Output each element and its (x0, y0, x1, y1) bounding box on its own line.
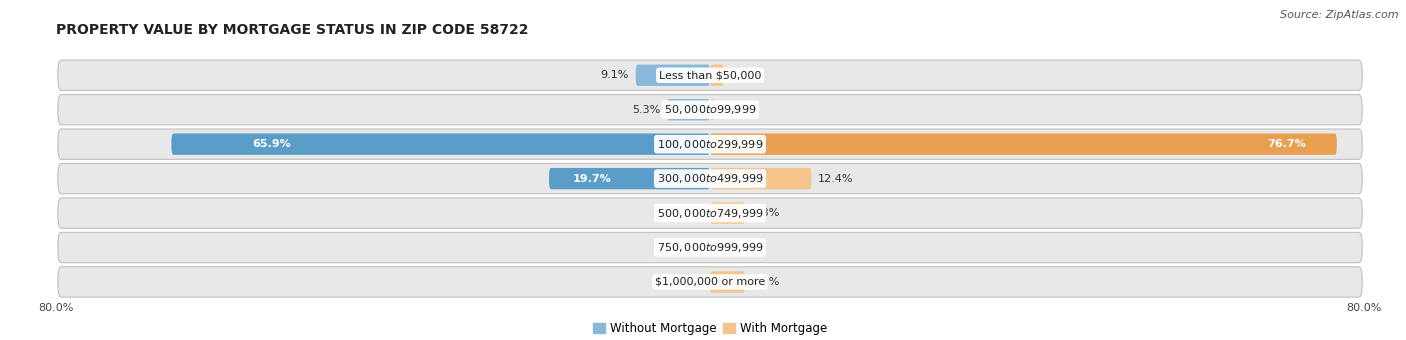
FancyBboxPatch shape (58, 232, 1362, 263)
FancyBboxPatch shape (710, 134, 1337, 155)
FancyBboxPatch shape (58, 198, 1362, 228)
Text: 4.3%: 4.3% (752, 277, 780, 287)
Text: 19.7%: 19.7% (574, 174, 612, 184)
Text: Less than $50,000: Less than $50,000 (659, 70, 761, 80)
Text: 4.3%: 4.3% (752, 208, 780, 218)
FancyBboxPatch shape (58, 267, 1362, 297)
Text: 0.0%: 0.0% (673, 208, 702, 218)
Text: 0.0%: 0.0% (673, 277, 702, 287)
FancyBboxPatch shape (172, 134, 710, 155)
FancyBboxPatch shape (710, 168, 811, 189)
FancyBboxPatch shape (666, 99, 710, 120)
Legend: Without Mortgage, With Mortgage: Without Mortgage, With Mortgage (588, 317, 832, 340)
Text: 0.0%: 0.0% (718, 242, 747, 253)
FancyBboxPatch shape (710, 65, 724, 86)
Text: 1.7%: 1.7% (731, 70, 759, 80)
Text: 0.0%: 0.0% (673, 242, 702, 253)
Text: PROPERTY VALUE BY MORTGAGE STATUS IN ZIP CODE 58722: PROPERTY VALUE BY MORTGAGE STATUS IN ZIP… (56, 23, 529, 37)
FancyBboxPatch shape (58, 164, 1362, 194)
Text: $500,000 to $749,999: $500,000 to $749,999 (657, 207, 763, 220)
Text: $750,000 to $999,999: $750,000 to $999,999 (657, 241, 763, 254)
FancyBboxPatch shape (58, 95, 1362, 125)
Text: $1,000,000 or more: $1,000,000 or more (655, 277, 765, 287)
Text: $300,000 to $499,999: $300,000 to $499,999 (657, 172, 763, 185)
Text: 12.4%: 12.4% (818, 174, 853, 184)
FancyBboxPatch shape (710, 99, 714, 120)
Text: Source: ZipAtlas.com: Source: ZipAtlas.com (1281, 10, 1399, 20)
Text: 65.9%: 65.9% (252, 139, 291, 149)
Text: $50,000 to $99,999: $50,000 to $99,999 (664, 103, 756, 116)
FancyBboxPatch shape (548, 168, 710, 189)
FancyBboxPatch shape (710, 271, 745, 293)
FancyBboxPatch shape (58, 60, 1362, 90)
Text: $100,000 to $299,999: $100,000 to $299,999 (657, 138, 763, 151)
Text: 76.7%: 76.7% (1267, 139, 1306, 149)
FancyBboxPatch shape (636, 65, 710, 86)
FancyBboxPatch shape (710, 202, 745, 224)
Text: 9.1%: 9.1% (600, 70, 628, 80)
Text: 5.3%: 5.3% (631, 105, 661, 115)
Text: 0.58%: 0.58% (721, 105, 756, 115)
FancyBboxPatch shape (58, 129, 1362, 159)
